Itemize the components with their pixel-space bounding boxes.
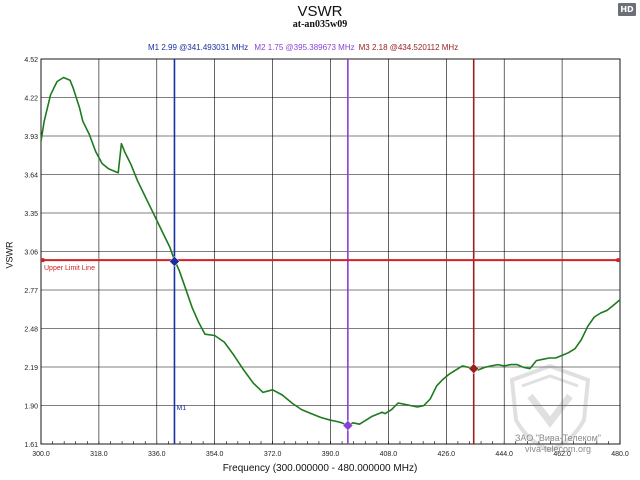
x-tick-label: 372.0 (264, 451, 282, 458)
y-tick-label: 3.06 (24, 250, 38, 257)
x-tick-label: 480.0 (611, 451, 629, 458)
marker-diamond-m1 (169, 256, 180, 267)
chart-subtitle: at-an035w09 (292, 19, 348, 30)
marker-diamond-m3 (468, 363, 480, 374)
x-tick-label: 354.0 (206, 451, 224, 458)
marker-label-m1: M1 (176, 405, 186, 412)
marker-readout-m2: M2 1.75 @395.389673 MHz (254, 43, 355, 52)
marker-readout: M1 2.99 @341.493031 MHz M2 1.75 @395.389… (148, 43, 458, 52)
x-tick-label: 336.0 (148, 451, 166, 458)
y-tick-label: 1.61 (24, 442, 38, 449)
shield-logo-icon (509, 363, 591, 452)
marker-diamond-m2 (342, 420, 354, 431)
y-tick-label: 3.93 (24, 134, 38, 141)
watermark-company: ЗАО "Вива-Телеком" (514, 433, 602, 443)
watermark-url: viva-telecom.org (524, 444, 592, 454)
y-tick-label: 3.64 (24, 173, 38, 180)
marker-readout-m3: M3 2.18 @434.520112 MHz (358, 43, 459, 52)
y-axis-label: VSWR (4, 241, 15, 269)
x-tick-label: 300.0 (32, 451, 50, 458)
limit-line-end-right (616, 258, 620, 263)
y-tick-label: 2.77 (24, 288, 38, 295)
x-tick-label: 426.0 (438, 451, 456, 458)
limit-line-end-left (41, 258, 45, 263)
x-tick-label: 462.0 (553, 451, 571, 458)
chart-title: VSWR (297, 3, 343, 20)
x-tick-label: 408.0 (380, 451, 398, 458)
y-tick-label: 3.35 (24, 211, 38, 218)
y-tick-label: 2.19 (24, 365, 38, 372)
y-tick-label: 2.48 (24, 327, 38, 334)
x-tick-label: 390.0 (322, 451, 340, 458)
hd-badge[interactable]: HD (618, 3, 636, 16)
marker-readout-m1: M1 2.99 @341.493031 MHz (148, 43, 249, 52)
x-tick-label: 444.0 (495, 451, 513, 458)
watermark-text: ЗАО "Вива-Телеком" viva-telecom.org (508, 433, 608, 455)
vswr-series-line (40, 76, 621, 427)
y-tick-label: 4.22 (24, 96, 38, 103)
y-tick-label: 1.90 (24, 404, 38, 411)
x-tick-label: 318.0 (90, 451, 108, 458)
x-axis-label: Frequency (300.000000 - 480.000000 MHz) (222, 463, 418, 474)
y-tick-label: 4.52 (24, 57, 38, 64)
upper-limit-line-label: Upper Limit Line (44, 265, 95, 272)
